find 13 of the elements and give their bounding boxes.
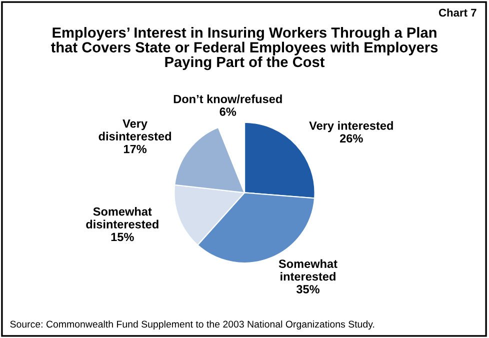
data-label: 35%	[296, 285, 320, 294]
caption: Chart 7	[438, 8, 476, 17]
data-label: 6%	[220, 108, 236, 116]
slice-label: Don’t know/refused	[174, 94, 282, 104]
source-note: Source: Commonwealth Fund Supplement to the 2003 National Organizations Study.	[10, 320, 374, 330]
slice-label: Somewhat disinterested	[86, 207, 158, 228]
slice-label: Very interested	[309, 121, 393, 132]
slice-label: Very disinterested	[98, 120, 171, 140]
chart-title: Employers’ Interest in Insuring Workers Through a Plan that Covers State or Federal Employees with Employers Paying Part of the Cost	[50, 27, 438, 70]
data-label: 17%	[124, 144, 147, 154]
slice-label: Somewhat interested	[278, 259, 338, 281]
data-label: 26%	[340, 134, 363, 143]
data-label: 15%	[111, 232, 134, 242]
